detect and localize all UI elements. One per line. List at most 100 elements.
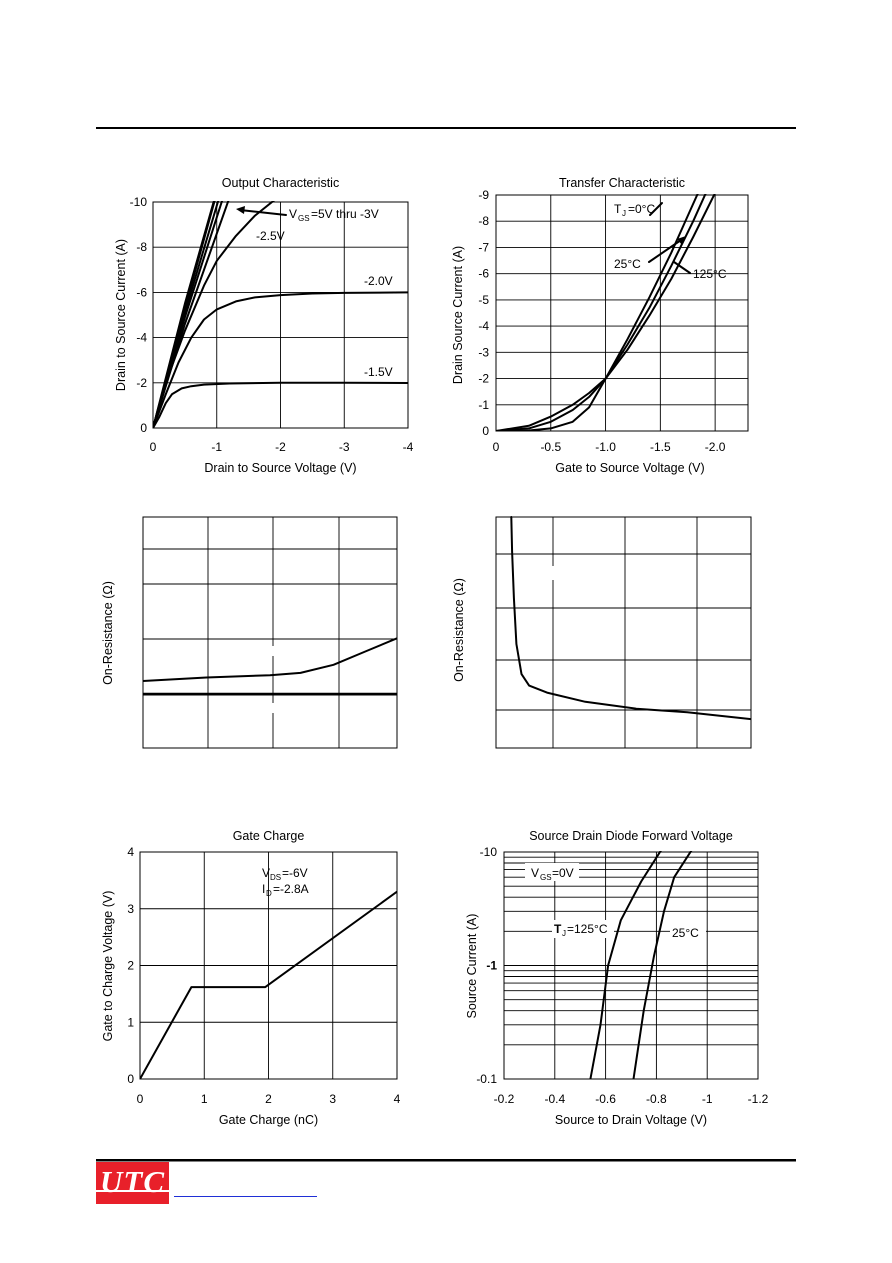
chart2-label-0c: =0°C	[628, 202, 655, 216]
chart5-x-tick-label: 1	[201, 1092, 208, 1106]
chart1-y-tick-label: -2	[136, 376, 147, 390]
chart1-vgs-range-label: =5V thru -3V	[311, 207, 379, 221]
chart2-y-tick-label: -8	[478, 214, 489, 228]
chart1-y-tick-label: -4	[136, 331, 147, 345]
chart1-vgs-label: V	[289, 207, 297, 221]
chart6-y-tick-label: -10	[480, 845, 498, 859]
utc-logo-stripe	[96, 1190, 169, 1192]
chart6-x-tick-label: -1	[702, 1092, 713, 1106]
chart6-x-tick-label: -1.2	[748, 1092, 769, 1106]
chart5-y-tick-label: 3	[127, 902, 134, 916]
chart2-leader-125c	[673, 261, 691, 274]
chart6-label-125c: =125°C	[567, 922, 608, 936]
chart5-title: Gate Charge	[233, 829, 305, 843]
chart2-leader-0c	[649, 202, 663, 216]
chart6-vgs-subscript: GS	[540, 873, 552, 882]
chart2-y-tick-label: -1	[478, 398, 489, 412]
chart2-x-axis-label: Gate to Source Voltage (V)	[555, 461, 704, 475]
chart6-x-axis-label: Source to Drain Voltage (V)	[555, 1113, 707, 1127]
chart5-y-tick-label: 1	[127, 1015, 134, 1029]
chart4-series-1-line	[510, 516, 751, 721]
chart2-x-tick-label: -2.0	[705, 440, 726, 454]
chart2-x-tick-label: -1.0	[595, 440, 616, 454]
chart3-series-1-line	[143, 637, 397, 682]
chart1-x-tick-label: 0	[150, 440, 157, 454]
chart5-y-axis-label: Gate to Charge Voltage (V)	[101, 891, 115, 1042]
chart2-tj-subscript: J	[622, 209, 626, 218]
footer-link-underline[interactable]	[174, 1196, 317, 1197]
chart1-series-7-line	[153, 291, 408, 428]
chart5-vds-label: V	[262, 866, 270, 880]
chart1-x-tick-label: -3	[339, 440, 350, 454]
chart2-y-tick-label: -4	[478, 319, 489, 333]
chart3-frame	[142, 516, 398, 749]
chart6-x-tick-label: -0.8	[646, 1092, 667, 1106]
chart4-frame	[495, 516, 752, 749]
chart1-vgs-subscript: GS	[298, 214, 310, 223]
chart2-y-tick-label: -5	[478, 293, 489, 307]
footer-rule	[96, 1159, 796, 1162]
chart6-series-1-line	[589, 851, 662, 1079]
chart6-x-tick-label: -0.4	[544, 1092, 565, 1106]
header-rule	[96, 127, 796, 129]
chart6-title: Source Drain Diode Forward Voltage	[529, 829, 733, 843]
chart2-y-tick-label: -3	[478, 345, 489, 359]
chart4-grid-gap	[550, 566, 556, 580]
chart2-y-tick-label: -7	[478, 240, 489, 254]
chart3-grid-gap	[271, 703, 275, 713]
chart5-vds-subscript: DS	[270, 873, 281, 882]
chart2-x-tick-label: -0.5	[540, 440, 561, 454]
chart1-series-6-line	[153, 201, 275, 428]
chart2-y-tick-label: -9	[478, 188, 489, 202]
chart2-series-1-line	[496, 194, 699, 431]
chart1-y-tick-label: -6	[136, 285, 147, 299]
chart6-label-25c: 25°C	[672, 926, 699, 940]
chart6-x-tick-label: -0.2	[494, 1092, 515, 1106]
chart1-title: Output Characteristic	[222, 176, 339, 190]
chart2-y-tick-label: 0	[482, 424, 489, 438]
chart1-x-tick-label: -2	[275, 440, 286, 454]
chart1-y-tick-label: -8	[136, 240, 147, 254]
chart2-x-tick-label: 0	[493, 440, 500, 454]
chart6-y-tick-label: -0.1	[476, 1072, 497, 1086]
chart2-y-tick-label: -2	[478, 372, 489, 386]
chart2-y-axis-label: Drain Source Current (A)	[451, 246, 465, 384]
chart6-vgs-label: V	[531, 866, 539, 880]
chart1-frame	[152, 201, 409, 429]
chart5-x-axis-label: Gate Charge (nC)	[219, 1113, 318, 1127]
chart1-annotation-leader	[239, 209, 287, 216]
chart6-series-2-line	[632, 851, 693, 1079]
chart6-tj-subscript: J	[562, 929, 566, 938]
chart1-label-2v: -2.0V	[364, 274, 393, 288]
chart1-annotation-arrowhead	[236, 206, 245, 214]
chart5-y-tick-label: 2	[127, 959, 134, 973]
chart5-y-tick-label: 0	[127, 1072, 134, 1086]
chart5-x-tick-label: 2	[265, 1092, 272, 1106]
chart1-series-5-line	[153, 201, 230, 428]
chart2-title: Transfer Characteristic	[559, 176, 685, 190]
chart6-y-axis-label: Source Current (A)	[465, 914, 479, 1019]
chart3-grid-gap	[271, 646, 275, 656]
chart5-id-label: I	[262, 882, 265, 896]
chart6-y-tick-label: -1	[486, 959, 497, 973]
chart2-y-tick-label: -6	[478, 267, 489, 281]
chart2-tj-label: T	[614, 202, 622, 216]
chart5-id-subscript: D	[266, 889, 272, 898]
chart1-y-axis-label: Drain to Source Current (A)	[114, 239, 128, 391]
chart6-frame	[503, 851, 759, 1080]
chart2-leader-25c	[648, 237, 685, 263]
chart5-x-tick-label: 3	[329, 1092, 336, 1106]
chart5-x-tick-label: 4	[394, 1092, 401, 1106]
chart1-x-axis-label: Drain to Source Voltage (V)	[204, 461, 356, 475]
chart5-frame	[139, 851, 398, 1080]
chart1-series-8-line	[153, 381, 408, 428]
chart2-frame	[495, 194, 749, 432]
utc-logo	[96, 1162, 169, 1204]
chart3-y-axis-label: On-Resistance (Ω)	[101, 581, 115, 685]
chart6-vgs-value: =0V	[552, 866, 574, 880]
chart6-tj-label: T	[554, 922, 562, 936]
chart1-label-1p5v: -1.5V	[364, 365, 393, 379]
chart2-label-25c: 25°C	[614, 257, 641, 271]
chart6-x-tick-label: -0.6	[595, 1092, 616, 1106]
